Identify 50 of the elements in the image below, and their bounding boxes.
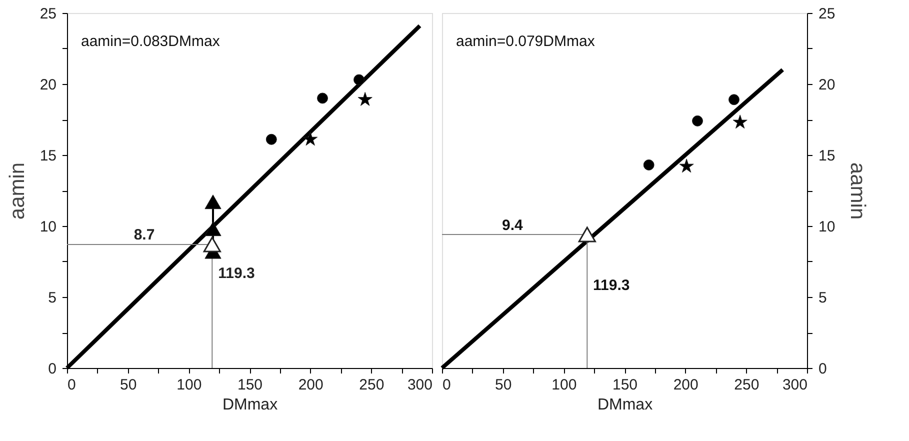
annotation: aamin=0.079DMmax <box>456 33 596 50</box>
point <box>692 115 703 126</box>
x-tick-label: 200 <box>298 376 324 394</box>
x-tick-label: 50 <box>120 376 137 394</box>
point <box>358 92 372 106</box>
y-tick-label: 20 <box>40 76 56 94</box>
y-tick-label: 15 <box>40 148 56 164</box>
point <box>732 114 748 129</box>
y2-tick-label: 20 <box>818 76 836 94</box>
x-tick-label: 250 <box>734 376 760 394</box>
point <box>203 236 221 252</box>
y2-tick-label: 10 <box>818 218 836 236</box>
y2-tick-label: 5 <box>818 290 827 306</box>
x-tick-label: 0 <box>442 376 451 394</box>
point <box>204 194 222 210</box>
y2-tick-label: 0 <box>818 360 827 378</box>
point <box>317 92 328 104</box>
point <box>204 222 222 236</box>
x-tick-label: 300 <box>407 376 432 394</box>
y-tick-label: 5 <box>48 290 56 306</box>
x-tick-label: 50 <box>494 376 512 394</box>
y-tick-label: 10 <box>40 218 56 236</box>
point <box>266 134 277 145</box>
annotation: 119.3 <box>218 264 255 282</box>
annotation: 119.3 <box>593 277 630 294</box>
annotation: 8.7 <box>134 226 155 244</box>
y-axis-title: aamin <box>6 162 29 220</box>
point <box>643 159 654 170</box>
point <box>728 94 740 106</box>
x-tick-label: 300 <box>782 376 808 394</box>
y2-tick-label: 25 <box>818 6 836 22</box>
x-axis-title: DMmax <box>222 396 278 414</box>
annotation: aamin=0.083DMmax <box>81 33 220 50</box>
x-axis-title: DMmax <box>597 396 653 414</box>
x-tick-label: 100 <box>552 376 577 394</box>
x-tick-label: 150 <box>237 376 263 394</box>
point <box>303 132 318 146</box>
y2-tick-label: 15 <box>818 148 836 164</box>
point <box>578 226 596 242</box>
x-tick-label: 0 <box>68 376 76 394</box>
point <box>679 158 694 173</box>
x-tick-label: 200 <box>673 376 698 394</box>
y2-axis-title: aamin <box>846 162 870 220</box>
point <box>354 74 364 86</box>
x-tick-label: 150 <box>612 376 638 394</box>
annotation: 9.4 <box>502 217 524 234</box>
x-tick-label: 100 <box>176 376 202 394</box>
x-tick-label: 250 <box>359 376 384 394</box>
y-tick-label: 25 <box>40 6 56 22</box>
y-tick-label: 0 <box>48 360 56 378</box>
